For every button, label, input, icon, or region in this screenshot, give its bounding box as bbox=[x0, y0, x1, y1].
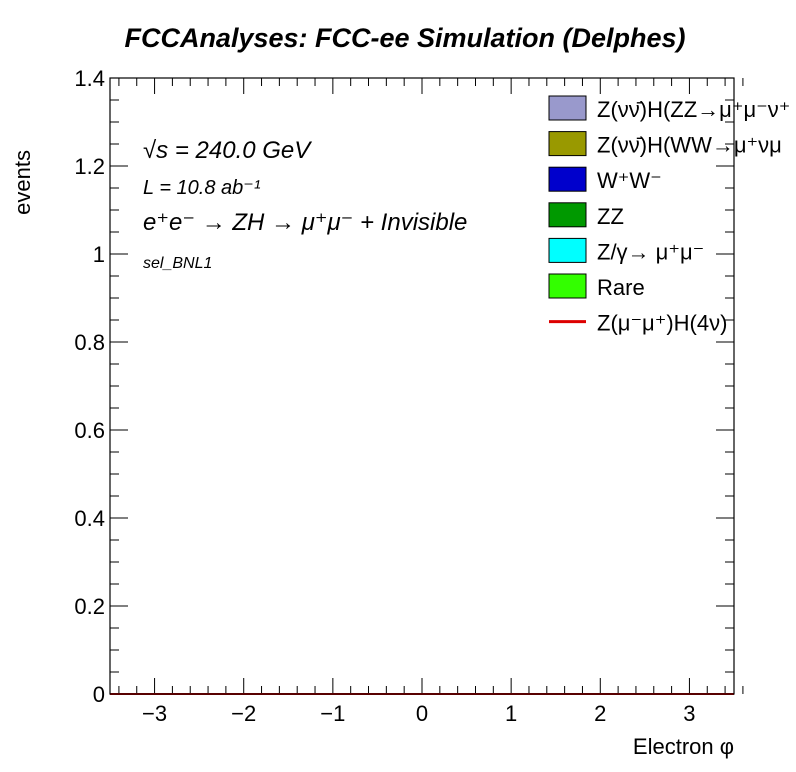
y-axis-label: events bbox=[10, 150, 35, 215]
legend-label: Z(νν̄)H(ZZ→μ⁺μ⁻ν⁺ bbox=[597, 97, 790, 122]
process-annotation: e⁺e⁻ → ZH → μ⁺μ⁻ + Invisible bbox=[143, 209, 467, 236]
legend-label: W⁺W⁻ bbox=[597, 168, 662, 193]
legend-swatch bbox=[548, 237, 587, 263]
y-tick-label: 1 bbox=[93, 242, 105, 267]
axes: −3 −2 −1 0 1 2 3 0 0.2 0.4 0.6 0.8 1 1.2 1.4 bbox=[74, 66, 744, 726]
legend-label: Rare bbox=[597, 275, 645, 300]
legend-label: Z(νν̄)H(WW→μ⁺νμ bbox=[597, 133, 782, 158]
plot-frame bbox=[109, 77, 735, 695]
legend-swatch bbox=[548, 202, 587, 228]
x-tick-label: 0 bbox=[416, 701, 428, 726]
y-tick-label: 0.8 bbox=[74, 330, 105, 355]
legend-swatch bbox=[548, 131, 587, 157]
x-tick-label: 1 bbox=[505, 701, 517, 726]
y-tick-label: 0 bbox=[93, 682, 105, 707]
y-tick-label: 1.2 bbox=[74, 154, 105, 179]
legend-label: ZZ bbox=[597, 204, 624, 229]
luminosity-annotation: L = 10.8 ab⁻¹ bbox=[143, 177, 261, 199]
y-tick-label: 1.4 bbox=[74, 66, 105, 91]
x-axis-label: Electron φ bbox=[633, 734, 734, 759]
annotations: √s = 240.0 GeV L = 10.8 ab⁻¹ e⁺e⁻ → ZH →… bbox=[143, 137, 467, 272]
chart-title: FCCAnalyses: FCC-ee Simulation (Delphes) bbox=[124, 23, 685, 53]
legend-swatch bbox=[548, 166, 587, 192]
legend-label: Z/γ→ μ⁺μ⁻ bbox=[597, 239, 704, 264]
x-tick-label: −3 bbox=[142, 701, 167, 726]
x-tick-label: 3 bbox=[683, 701, 695, 726]
x-tick-label: −1 bbox=[320, 701, 345, 726]
sqrt-s-annotation: √s = 240.0 GeV bbox=[143, 137, 312, 164]
y-tick-label: 0.6 bbox=[74, 418, 105, 443]
legend-swatch bbox=[548, 95, 587, 121]
selection-annotation: sel_BNL1 bbox=[143, 255, 212, 272]
y-tick-label: 0.2 bbox=[74, 594, 105, 619]
legend-swatch bbox=[548, 273, 587, 299]
y-tick-label: 0.4 bbox=[74, 506, 105, 531]
legend-label: Z(μ⁻μ⁺)H(4ν) bbox=[597, 311, 727, 336]
x-tick-label: 2 bbox=[594, 701, 606, 726]
x-tick-label: −2 bbox=[231, 701, 256, 726]
legend: Z(νν̄)H(ZZ→μ⁺μ⁻ν⁺ Z(νν̄)H(WW→μ⁺νμ W⁺W⁻ ZZ Z/… bbox=[548, 95, 790, 336]
